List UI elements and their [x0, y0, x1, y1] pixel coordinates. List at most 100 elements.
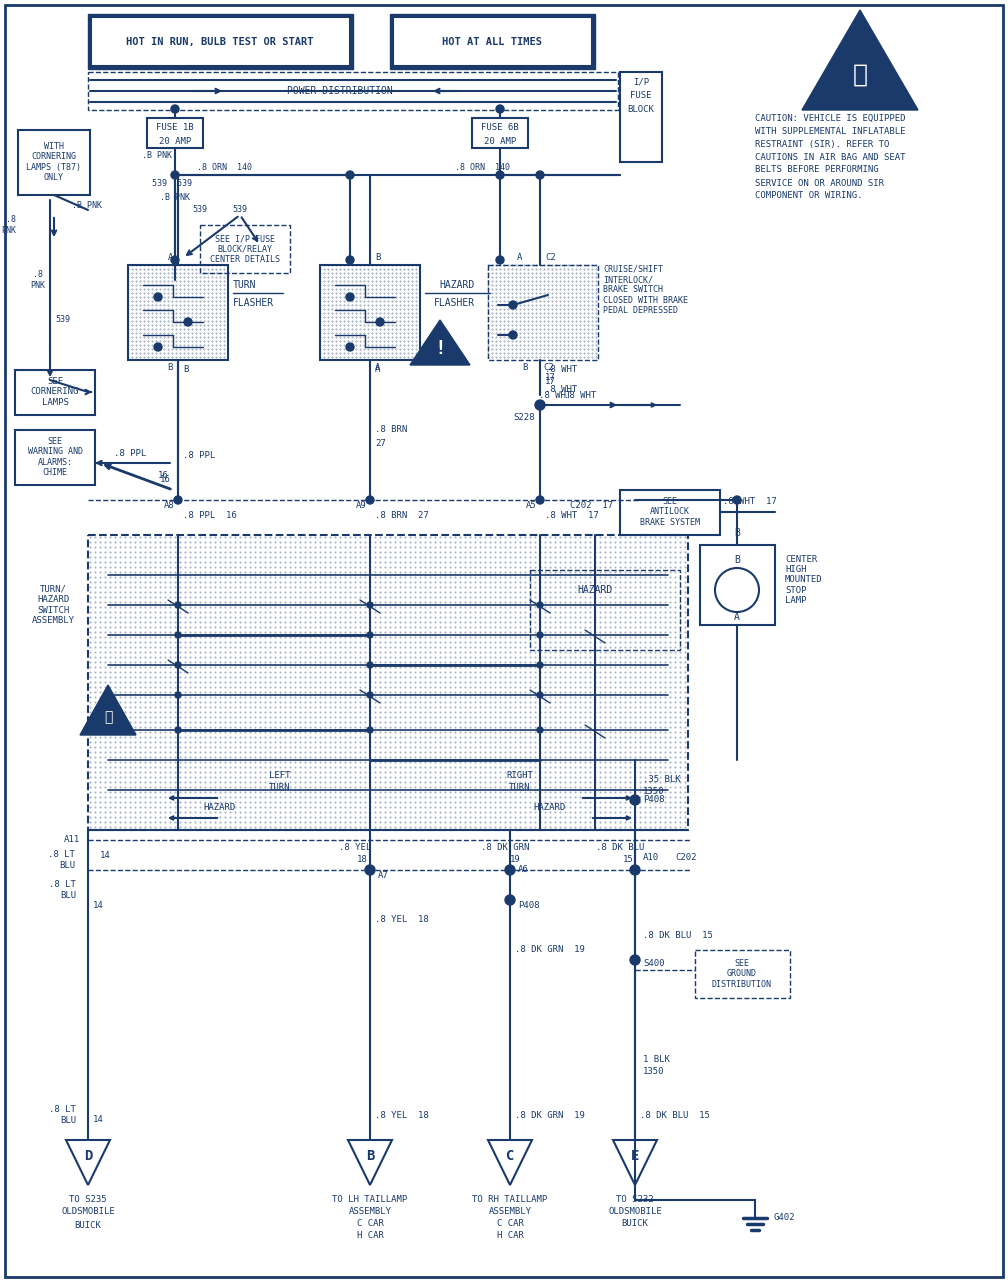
Text: TURN: TURN	[269, 782, 290, 791]
Text: .8 LT
BLU: .8 LT BLU	[49, 881, 76, 900]
Text: RIGHT: RIGHT	[507, 770, 533, 779]
Bar	[320, 265, 420, 360]
Bar	[488, 265, 598, 360]
Bar	[393, 17, 592, 65]
Bar	[88, 535, 688, 829]
Text: A: A	[375, 365, 380, 374]
Circle shape	[154, 294, 162, 301]
Text: 17: 17	[545, 377, 555, 386]
Polygon shape	[410, 320, 470, 365]
Text: .8 LT
BLU: .8 LT BLU	[48, 850, 75, 869]
Bar	[620, 72, 662, 162]
Polygon shape	[802, 10, 918, 110]
Text: HAZARD: HAZARD	[204, 804, 236, 813]
Text: TO RH TAILLAMP: TO RH TAILLAMP	[473, 1196, 547, 1205]
Circle shape	[537, 632, 543, 638]
Text: 14: 14	[100, 850, 111, 859]
Text: BUICK: BUICK	[75, 1220, 102, 1229]
Circle shape	[171, 105, 179, 113]
Text: 539: 539	[55, 315, 70, 324]
Text: BELTS BEFORE PERFORMING: BELTS BEFORE PERFORMING	[755, 165, 879, 174]
Circle shape	[175, 662, 181, 668]
Text: A9: A9	[356, 500, 367, 509]
Text: B: B	[375, 253, 380, 262]
Text: P408: P408	[518, 900, 539, 909]
Text: SEE
GROUND
DISTRIBUTION: SEE GROUND DISTRIBUTION	[712, 959, 772, 988]
Circle shape	[175, 727, 181, 733]
Text: SERVICE ON OR AROUND SIR: SERVICE ON OR AROUND SIR	[755, 178, 884, 187]
Text: TURN/
HAZARD
SWITCH
ASSEMBLY: TURN/ HAZARD SWITCH ASSEMBLY	[31, 585, 75, 626]
Text: COMPONENT OR WIRING.: COMPONENT OR WIRING.	[755, 191, 863, 200]
Circle shape	[171, 171, 179, 179]
Text: .8 BRN: .8 BRN	[375, 426, 407, 435]
Text: 15: 15	[623, 855, 633, 864]
Circle shape	[367, 632, 373, 638]
Text: 539: 539	[193, 205, 208, 214]
Text: .B PNK: .B PNK	[142, 150, 172, 159]
Polygon shape	[66, 1140, 110, 1185]
Text: SEE
CORNERING
LAMPS: SEE CORNERING LAMPS	[31, 377, 80, 406]
Circle shape	[175, 632, 181, 638]
Text: POWER DISTRIBUTION: POWER DISTRIBUTION	[287, 86, 393, 96]
Text: B: B	[366, 1149, 374, 1163]
Text: CAUTIONS IN AIR BAG AND SEAT: CAUTIONS IN AIR BAG AND SEAT	[755, 153, 905, 162]
Text: .8
PNK: .8 PNK	[30, 271, 45, 290]
Text: .8
PNK: .8 PNK	[1, 215, 16, 235]
Text: 20 AMP: 20 AMP	[159, 136, 192, 145]
Text: 539: 539	[233, 205, 248, 214]
Circle shape	[346, 294, 354, 301]
Text: HOT AT ALL TIMES: HOT AT ALL TIMES	[442, 37, 542, 47]
Text: C202  17: C202 17	[570, 500, 613, 509]
Polygon shape	[80, 685, 136, 735]
Text: .8 PPL: .8 PPL	[114, 449, 146, 458]
Text: A7: A7	[378, 870, 389, 879]
Circle shape	[175, 692, 181, 697]
Bar	[620, 490, 720, 535]
Bar	[695, 950, 790, 997]
Circle shape	[496, 105, 504, 113]
Text: .8 WHT: .8 WHT	[563, 391, 596, 400]
Text: A: A	[517, 253, 523, 262]
Text: TO LH TAILLAMP: TO LH TAILLAMP	[333, 1196, 407, 1205]
Text: .8 DK GRN: .8 DK GRN	[481, 844, 529, 853]
Circle shape	[174, 496, 182, 504]
Text: HAZARD: HAZARD	[578, 585, 613, 595]
Text: 16: 16	[157, 470, 168, 479]
Circle shape	[367, 603, 373, 608]
Text: 539  539: 539 539	[152, 178, 192, 187]
Text: .B PNK: .B PNK	[72, 200, 102, 209]
Text: .8 DK BLU  15: .8 DK BLU 15	[640, 1110, 710, 1119]
Text: B: B	[734, 555, 740, 565]
Text: HOT IN RUN, BULB TEST OR START: HOT IN RUN, BULB TEST OR START	[126, 37, 313, 47]
Text: S228: S228	[513, 413, 535, 422]
Circle shape	[367, 727, 373, 733]
Bar	[530, 570, 680, 650]
Text: A8: A8	[164, 500, 175, 509]
Circle shape	[366, 496, 374, 504]
Text: 19: 19	[510, 855, 520, 864]
Text: C2: C2	[543, 364, 553, 373]
Circle shape	[509, 331, 517, 338]
Text: HAZARD: HAZARD	[439, 279, 475, 290]
Text: E: E	[631, 1149, 639, 1163]
Text: C202: C202	[675, 854, 697, 863]
Text: BUICK: BUICK	[622, 1219, 648, 1228]
Text: A6: A6	[518, 865, 529, 874]
Text: RESTRAINT (SIR). REFER TO: RESTRAINT (SIR). REFER TO	[755, 140, 889, 149]
Text: WITH SUPPLEMENTAL INFLATABLE: WITH SUPPLEMENTAL INFLATABLE	[755, 127, 905, 136]
Text: A10: A10	[643, 854, 659, 863]
Text: HAZARD: HAZARD	[534, 804, 566, 813]
Text: 1350: 1350	[643, 787, 664, 796]
Text: B: B	[522, 364, 527, 373]
Text: G402: G402	[773, 1214, 794, 1223]
Polygon shape	[348, 1140, 392, 1185]
Text: .8 DK GRN  19: .8 DK GRN 19	[515, 1110, 585, 1119]
Circle shape	[496, 256, 504, 264]
Circle shape	[536, 171, 544, 179]
Circle shape	[367, 692, 373, 697]
Text: CRUISE/SHIFT
INTERLOCK/
BRAKE SWITCH
CLOSED WITH BRAKE
PEDAL DEPRESSED: CRUISE/SHIFT INTERLOCK/ BRAKE SWITCH CLO…	[603, 264, 688, 315]
Text: TO S232: TO S232	[616, 1196, 654, 1205]
Circle shape	[171, 256, 179, 264]
Text: ASSEMBLY: ASSEMBLY	[489, 1208, 531, 1217]
Text: ASSEMBLY: ASSEMBLY	[349, 1208, 391, 1217]
